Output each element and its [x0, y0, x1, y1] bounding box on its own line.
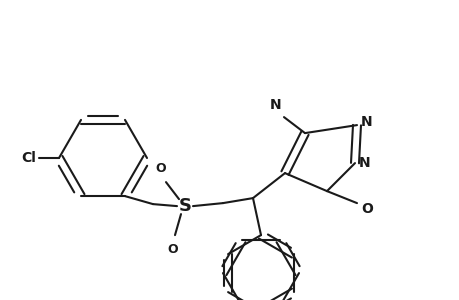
Text: S: S: [178, 197, 191, 215]
Text: N: N: [269, 98, 281, 112]
Text: O: O: [155, 162, 166, 175]
Text: N: N: [358, 156, 370, 170]
Text: O: O: [168, 243, 178, 256]
Text: O: O: [360, 202, 372, 216]
Text: Cl: Cl: [22, 151, 36, 165]
Text: N: N: [360, 115, 372, 129]
